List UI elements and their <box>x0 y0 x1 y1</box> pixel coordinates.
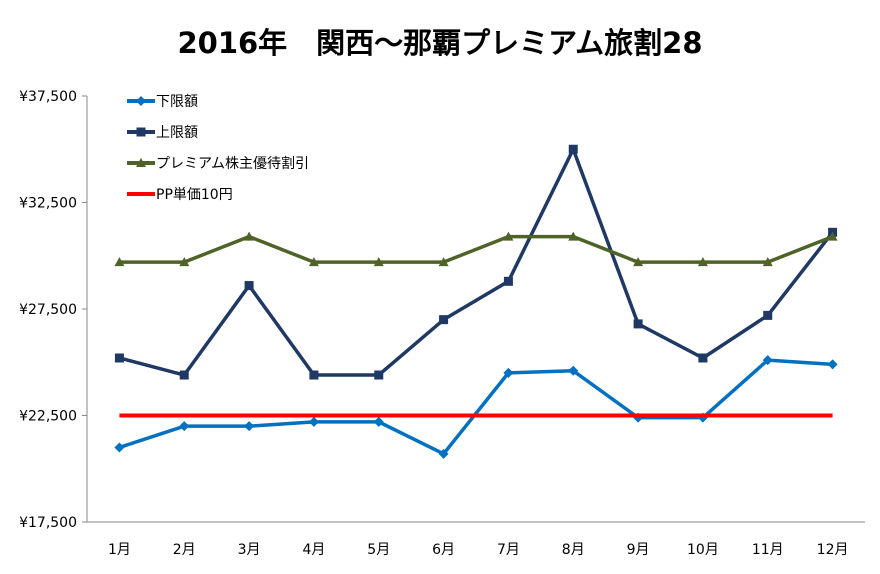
x-tick-label: 4月 <box>302 542 325 558</box>
data-point <box>568 365 579 376</box>
legend-label: プレミアム株主優待割引 <box>156 155 309 172</box>
x-tick-label: 10月 <box>687 542 719 558</box>
series-line-2 <box>119 234 834 264</box>
data-point <box>762 257 773 267</box>
data-point <box>503 367 514 378</box>
data-point <box>114 442 125 453</box>
legend-marker <box>136 96 146 106</box>
x-tick-label: 9月 <box>627 542 650 558</box>
data-point <box>179 370 189 380</box>
data-point <box>827 231 838 241</box>
data-point <box>633 319 643 329</box>
y-tick-label: ¥32,500 <box>19 196 77 212</box>
legend-marker <box>136 127 146 137</box>
data-point <box>633 257 644 267</box>
x-tick-label: 3月 <box>238 542 261 558</box>
data-point <box>763 310 773 320</box>
legend-label: 上限額 <box>156 125 198 141</box>
data-point <box>503 276 513 286</box>
x-tick-label: 6月 <box>432 542 455 558</box>
data-point <box>697 257 708 267</box>
x-tick-label: 8月 <box>562 542 585 558</box>
data-point <box>308 257 319 267</box>
y-tick-label: ¥17,500 <box>19 515 77 531</box>
data-point <box>374 370 384 380</box>
data-point <box>827 359 838 370</box>
series-line-1 <box>118 147 834 377</box>
data-point <box>438 448 449 459</box>
x-tick-label: 7月 <box>497 542 520 558</box>
x-tick-label: 5月 <box>367 542 390 558</box>
data-point <box>698 353 708 363</box>
data-point <box>114 257 125 267</box>
data-point <box>309 370 319 380</box>
x-tick-label: 11月 <box>752 542 784 558</box>
data-point <box>244 231 255 241</box>
data-point <box>439 315 449 325</box>
chart-title: 2016年 関西～那覇プレミアム旅割28 <box>177 26 703 60</box>
series-line-0 <box>118 358 833 456</box>
x-tick-label: 2月 <box>173 542 196 558</box>
legend-marker <box>136 158 146 167</box>
y-tick-label: ¥37,500 <box>19 89 77 105</box>
legend-label: PP単価10円 <box>156 187 233 203</box>
x-tick-label: 12月 <box>817 542 849 558</box>
legend-label: 下限額 <box>156 94 198 110</box>
data-point <box>179 257 190 267</box>
data-point <box>114 353 124 363</box>
data-point <box>244 421 255 432</box>
y-tick-label: ¥22,500 <box>19 409 77 425</box>
data-point <box>568 144 578 154</box>
data-point <box>762 355 773 366</box>
data-point <box>438 257 449 267</box>
data-point <box>179 421 190 432</box>
x-tick-label: 1月 <box>108 542 131 558</box>
data-point <box>568 231 579 241</box>
data-point <box>308 416 319 427</box>
data-point <box>373 416 384 427</box>
data-point <box>373 257 384 267</box>
y-tick-label: ¥27,500 <box>19 302 77 318</box>
data-point <box>503 231 514 241</box>
data-point <box>244 281 254 291</box>
